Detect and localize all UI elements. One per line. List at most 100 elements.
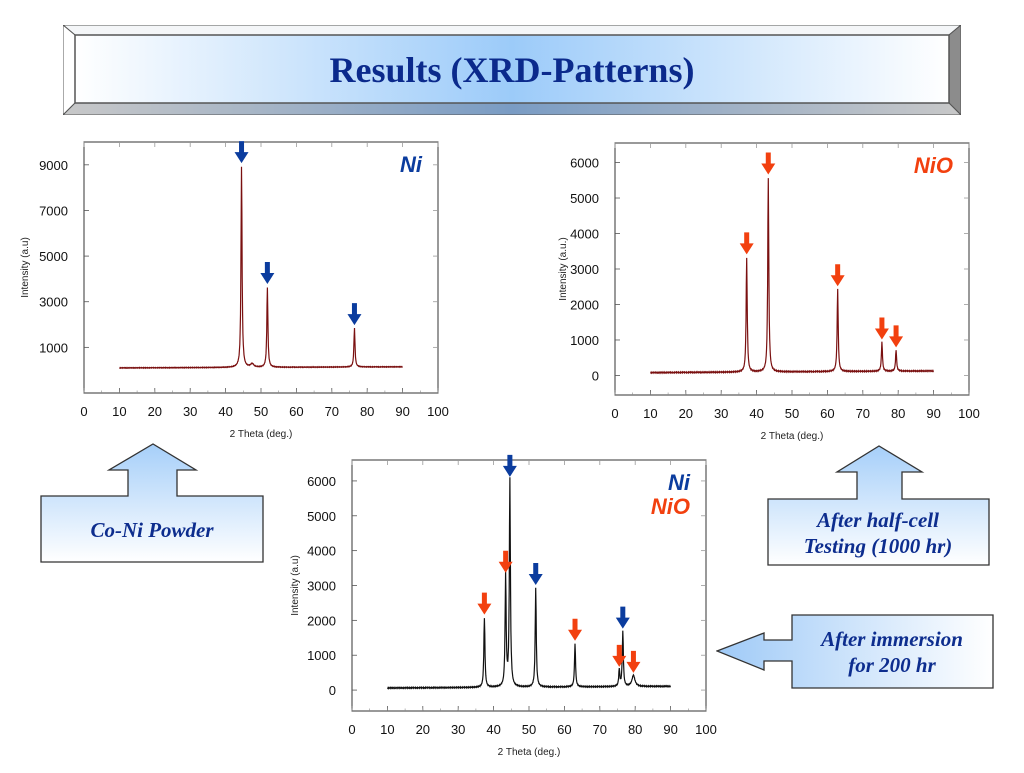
x-tick-label: 20 [148, 404, 162, 419]
x-tick-label: 100 [427, 404, 449, 419]
x-tick-label: 70 [593, 722, 607, 737]
up-arrow-callout-half-cell [767, 445, 990, 566]
y-tick-label: 0 [592, 368, 599, 383]
x-tick-label: 30 [451, 722, 465, 737]
y-tick-label: 3000 [307, 579, 336, 594]
callout-half-cell-line1: After half-cell [817, 508, 939, 532]
callout-half-cell-line2: Testing (1000 hr) [803, 534, 953, 558]
up-arrow-callout-co-ni [40, 443, 264, 563]
nio-peak-arrow-icon [498, 550, 513, 573]
callout-label-immersion: After immersion for 200 hr [792, 616, 992, 688]
x-tick-label: 20 [679, 406, 693, 421]
y-tick-label: 3000 [570, 262, 599, 277]
y-tick-label: 0 [329, 683, 336, 698]
nio-peak-arrow-icon [830, 264, 845, 287]
callout-immersion-line1: After immersion [821, 627, 963, 651]
x-tick-label: 0 [80, 404, 87, 419]
legend-ni: Ni [400, 152, 423, 177]
x-tick-label: 10 [643, 406, 657, 421]
y-tick-label: 3000 [39, 295, 68, 310]
xrd-chart-co-ni-powder: 0 10 20 30 40 50 60 70 80 90 100 1000 3000 5000 7000 90… [0, 130, 470, 450]
x-tick-label: 100 [958, 406, 980, 421]
x-tick-label: 60 [557, 722, 571, 737]
y-tick-label: 5000 [307, 509, 336, 524]
x-tick-label: 90 [663, 722, 677, 737]
nio-peak-arrow-icon [874, 317, 889, 340]
ni-peak-arrow-icon [347, 303, 362, 326]
plot-area [614, 142, 970, 396]
y-tick-label: 4000 [307, 544, 336, 559]
xrd-trace [649, 178, 935, 375]
y-axis-label: Intensity (a.u) [290, 555, 301, 616]
x-tick-label: 10 [380, 722, 394, 737]
ni-peak-arrow-icon [528, 562, 543, 585]
x-tick-label: 80 [628, 722, 642, 737]
xrd-chart-half-cell: 0 10 20 30 40 50 60 70 80 90 100 0 1000 2000 3000 4000 5… [530, 130, 1000, 450]
x-tick-label: 90 [926, 406, 940, 421]
y-axis-label: Intensity (a.u) [20, 237, 31, 298]
x-axis-label: 2 Theta (deg.) [761, 431, 824, 442]
xrd-trace [119, 166, 403, 370]
ni-peak-arrow-icon [234, 141, 249, 164]
nio-peak-arrow-icon [626, 650, 641, 673]
page-title: Results (XRD-Patterns) [329, 50, 695, 90]
x-tick-label: 70 [856, 406, 870, 421]
callout-immersion-line2: for 200 hr [848, 653, 936, 677]
y-tick-label: 1000 [39, 340, 68, 355]
y-tick-label: 4000 [570, 227, 599, 242]
x-axis-label: 2 Theta (deg.) [498, 747, 561, 758]
x-tick-label: 80 [360, 404, 374, 419]
title-banner: Results (XRD-Patterns) [63, 25, 961, 115]
callout-label-co-ni-powder: Co-Ni Powder [90, 518, 214, 542]
xrd-trace [386, 477, 672, 690]
plot-area [351, 459, 707, 712]
x-tick-label: 50 [254, 404, 268, 419]
x-tick-label: 20 [416, 722, 430, 737]
x-tick-label: 60 [289, 404, 303, 419]
legend-ni: Ni [668, 470, 691, 495]
x-tick-label: 90 [395, 404, 409, 419]
nio-peak-arrow-icon [889, 325, 904, 348]
x-tick-label: 50 [785, 406, 799, 421]
y-tick-label: 6000 [307, 474, 336, 489]
nio-peak-arrow-icon [739, 232, 754, 255]
x-axis-label: 2 Theta (deg.) [230, 429, 293, 440]
x-tick-label: 0 [348, 722, 355, 737]
x-tick-label: 40 [486, 722, 500, 737]
ni-peak-arrow-icon [260, 262, 275, 285]
y-tick-label: 9000 [39, 158, 68, 173]
x-tick-label: 30 [714, 406, 728, 421]
y-tick-label: 6000 [570, 156, 599, 171]
nio-peak-arrow-icon [612, 644, 627, 667]
x-tick-label: 70 [325, 404, 339, 419]
banner-frame [63, 25, 961, 115]
x-tick-label: 100 [695, 722, 717, 737]
legend-nio: NiO [914, 153, 953, 178]
nio-peak-arrow-icon [761, 152, 776, 175]
callout-label-half-cell: After half-cell Testing (1000 hr) [768, 502, 988, 564]
y-tick-label: 2000 [570, 297, 599, 312]
y-tick-label: 5000 [39, 249, 68, 264]
x-tick-label: 0 [611, 406, 618, 421]
x-tick-label: 30 [183, 404, 197, 419]
x-tick-label: 40 [749, 406, 763, 421]
y-tick-label: 1000 [570, 333, 599, 348]
x-tick-label: 40 [218, 404, 232, 419]
nio-peak-arrow-icon [477, 592, 492, 615]
ni-peak-arrow-icon [502, 454, 517, 477]
y-tick-label: 1000 [307, 648, 336, 663]
legend-nio: NiO [651, 494, 690, 519]
xrd-chart-immersion: 0 10 20 30 40 50 60 70 80 90 100 0 1000 2000 3000 4000 5… [270, 450, 740, 768]
y-axis-label: Intensity (a.u.) [558, 237, 569, 300]
x-tick-label: 60 [820, 406, 834, 421]
x-tick-label: 80 [891, 406, 905, 421]
y-tick-label: 2000 [307, 613, 336, 628]
plot-area [83, 141, 439, 394]
ni-peak-arrow-icon [615, 606, 630, 629]
x-tick-label: 50 [522, 722, 536, 737]
left-arrow-callout-immersion [716, 614, 994, 689]
y-tick-label: 7000 [39, 203, 68, 218]
y-tick-label: 5000 [570, 191, 599, 206]
x-tick-label: 10 [112, 404, 126, 419]
nio-peak-arrow-icon [568, 618, 583, 641]
